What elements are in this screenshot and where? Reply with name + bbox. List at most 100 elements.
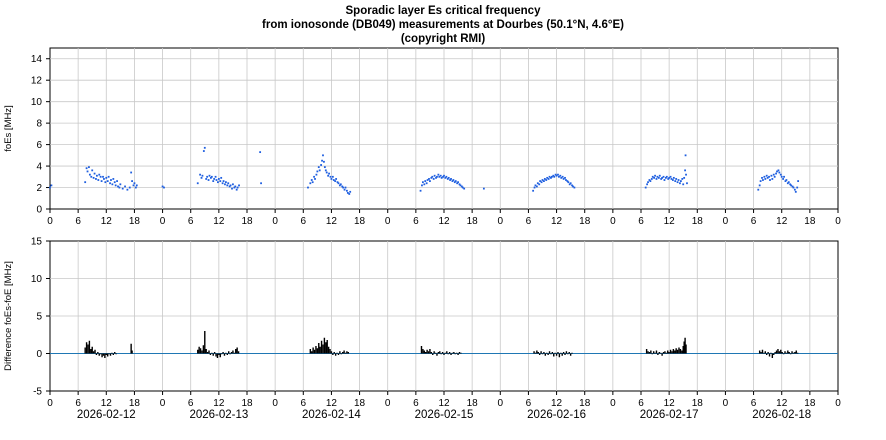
y-tick-label: 14 (31, 54, 43, 65)
data-point (545, 179, 548, 181)
x-tick-label: 12 (551, 398, 563, 409)
difference-bar (450, 353, 452, 355)
data-point (674, 180, 677, 182)
data-point (133, 182, 136, 185)
x-tick-label: 0 (272, 216, 278, 227)
difference-bar (538, 353, 541, 355)
data-point (93, 172, 96, 175)
difference-bar (568, 352, 570, 354)
x-tick-label: 18 (692, 216, 704, 227)
difference-bar (316, 348, 319, 354)
data-point (224, 183, 226, 186)
x-tick-label: 18 (692, 398, 704, 409)
difference-bar (761, 349, 764, 354)
data-point (84, 181, 87, 184)
difference-bar (213, 352, 216, 354)
difference-bar (675, 348, 677, 354)
difference-bar (131, 350, 133, 354)
x-tick-label: 18 (129, 216, 141, 227)
data-point (337, 182, 340, 185)
data-point (342, 186, 345, 189)
x-tick-label: 12 (101, 216, 113, 227)
data-point (311, 181, 314, 184)
data-point (532, 189, 535, 192)
data-point (431, 175, 434, 178)
data-point (450, 178, 452, 180)
difference-bar (763, 352, 765, 354)
data-point (336, 181, 339, 184)
data-point (436, 175, 438, 178)
data-point (217, 181, 219, 184)
difference-bar (571, 352, 573, 354)
data-point (429, 180, 431, 182)
x-tick-label: 12 (326, 398, 338, 409)
data-point (677, 179, 680, 181)
x-tick-label: 12 (101, 398, 113, 409)
data-point (423, 183, 426, 186)
x-tick-label: 0 (47, 398, 53, 409)
data-point (98, 173, 101, 176)
data-point (314, 178, 316, 180)
x-tick-label: 12 (664, 398, 676, 409)
data-point (662, 175, 665, 178)
data-point (669, 175, 672, 178)
difference-bar (206, 352, 209, 354)
difference-bar (771, 353, 774, 358)
difference-bar (232, 350, 234, 354)
data-point (313, 175, 315, 178)
data-point (128, 186, 131, 189)
difference-bar (567, 353, 569, 355)
difference-bar (766, 353, 768, 355)
difference-bar (541, 353, 544, 355)
data-point (99, 175, 102, 178)
data-point (454, 180, 457, 182)
difference-bar (318, 343, 320, 354)
data-point (786, 182, 789, 185)
difference-bar (230, 352, 233, 354)
difference-bar (647, 351, 649, 354)
difference-bar (90, 349, 92, 354)
data-point (328, 172, 330, 175)
data-point (209, 176, 212, 179)
difference-bar (444, 352, 447, 354)
difference-bar (219, 353, 221, 358)
difference-bar (436, 353, 438, 356)
difference-bar (652, 351, 655, 354)
x-tick-label: 12 (776, 398, 788, 409)
data-point (644, 186, 647, 189)
data-point (207, 179, 210, 181)
data-point (646, 183, 648, 186)
data-point (130, 171, 133, 174)
difference-bar (115, 353, 117, 355)
data-point (558, 175, 560, 178)
data-point (323, 166, 326, 169)
difference-bar (764, 351, 767, 354)
difference-bar (208, 350, 210, 354)
data-point (552, 174, 555, 177)
data-point (424, 180, 427, 182)
data-point (221, 182, 224, 185)
data-point (560, 176, 563, 179)
difference-bar (329, 349, 331, 354)
data-point (126, 188, 129, 191)
difference-bar (668, 352, 670, 354)
difference-bar (548, 351, 551, 354)
x-tick-label: 18 (354, 398, 366, 409)
difference-bar (204, 331, 206, 354)
data-point (665, 175, 668, 178)
x-tick-label: 18 (241, 398, 253, 409)
difference-bar (429, 349, 431, 354)
data-point (535, 185, 538, 188)
difference-bar (451, 352, 454, 354)
difference-bar (98, 353, 100, 356)
difference-bar (777, 349, 779, 354)
data-point (772, 173, 775, 176)
difference-bar (546, 352, 548, 354)
data-point (329, 175, 332, 178)
data-point (684, 154, 687, 157)
data-point (349, 190, 352, 193)
data-point (459, 184, 462, 187)
difference-bar (789, 353, 792, 355)
data-point (100, 180, 103, 182)
difference-bar (319, 346, 321, 354)
